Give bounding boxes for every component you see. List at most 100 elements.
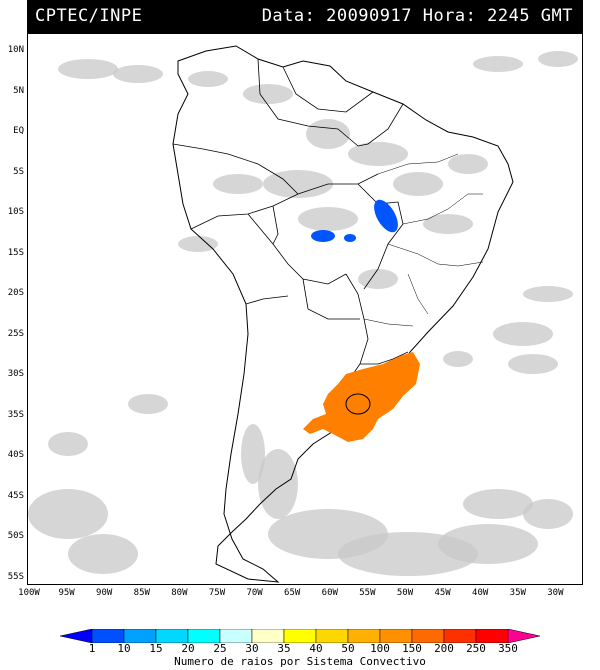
- cloud-patch: [523, 499, 573, 529]
- lon-label: 95W: [58, 588, 75, 598]
- legend-label: 30: [245, 642, 259, 655]
- cloud-patch: [243, 84, 293, 104]
- map-canvas: [28, 45, 578, 583]
- legend-swatch: [411, 628, 445, 644]
- lon-label: 55W: [359, 588, 376, 598]
- header-bar: CPTEC/INPE Data: 20090917 Hora: 2245 GMT: [27, 0, 583, 33]
- legend-label: 40: [309, 642, 323, 655]
- cloud-patch: [28, 489, 108, 539]
- legend-label: 200: [434, 642, 454, 655]
- legend-swatch: [187, 628, 221, 644]
- lat-label: 10S: [7, 207, 24, 217]
- lon-label: 60W: [321, 588, 338, 598]
- lon-label: 45W: [434, 588, 451, 598]
- lon-label: 65W: [284, 588, 301, 598]
- cloud-cover: [28, 51, 578, 576]
- lat-label: 15S: [7, 247, 24, 258]
- lon-label: 75W: [208, 588, 226, 598]
- lon-label: 50W: [396, 588, 414, 598]
- lat-label: 35S: [7, 409, 24, 420]
- cloud-patch: [58, 59, 118, 79]
- cloud-patch: [298, 207, 358, 231]
- legend-label: 250: [466, 642, 486, 655]
- lat-label: 5S: [13, 166, 24, 177]
- storm-low-activity: [374, 199, 398, 233]
- cloud-patch: [538, 51, 578, 67]
- legend-label: 15: [149, 642, 163, 655]
- legend-colorbar: [59, 628, 541, 644]
- cloud-patch: [241, 424, 265, 484]
- legend-label: 10: [117, 642, 131, 655]
- legend-label: 20: [181, 642, 195, 655]
- lat-label: 50S: [7, 531, 24, 541]
- legend-swatch: [507, 628, 541, 644]
- legend-swatch: [475, 628, 509, 644]
- date-time-stamp: Data: 20090917 Hora: 2245 GMT: [261, 6, 573, 26]
- cloud-patch: [523, 286, 573, 302]
- legend-swatch: [251, 628, 285, 644]
- legend-title: Numero de raios por Sistema Convectivo: [174, 655, 426, 668]
- lat-label: 20S: [7, 288, 24, 298]
- lat-label: 30S: [7, 369, 24, 379]
- lon-label: 100W: [18, 588, 40, 598]
- map-frame: [27, 33, 583, 585]
- storm-high-activity: [303, 352, 420, 442]
- country-borders: [172, 58, 409, 400]
- legend-swatch: [59, 628, 93, 644]
- lon-label: 40W: [472, 588, 489, 598]
- cloud-patch: [463, 489, 533, 519]
- legend-swatch: [347, 628, 381, 644]
- cloud-patch: [48, 432, 88, 456]
- lat-label: 45S: [7, 490, 24, 501]
- legend-swatch: [379, 628, 413, 644]
- cloud-patch: [443, 351, 473, 367]
- legend-label: 50: [341, 642, 355, 655]
- legend-swatch: [219, 628, 253, 644]
- cloud-patch: [508, 354, 558, 374]
- legend-swatch: [155, 628, 189, 644]
- lon-label: 90W: [96, 588, 113, 598]
- legend-label: 350: [498, 642, 518, 655]
- lon-label: 85W: [133, 588, 150, 598]
- legend-swatch: [443, 628, 477, 644]
- cloud-patch: [258, 449, 298, 519]
- legend-swatch: [91, 628, 125, 644]
- legend-labels: 1 10 15 20 25 30 35 40 50 100 150 200 250 350: [60, 642, 540, 655]
- lat-label: 55S: [7, 571, 24, 582]
- lake-mirim: [345, 393, 371, 415]
- lon-label: 30W: [547, 588, 564, 598]
- cloud-patch: [493, 322, 553, 346]
- cloud-patch: [263, 170, 333, 198]
- lon-label: 80W: [171, 588, 188, 598]
- legend-label: 100: [370, 642, 390, 655]
- lat-label: 5N: [13, 85, 24, 96]
- lat-label: 25S: [7, 328, 24, 339]
- org-name: CPTEC/INPE: [35, 6, 143, 26]
- cloud-patch: [358, 269, 398, 289]
- legend-swatch: [315, 628, 349, 644]
- lat-label: 10N: [7, 45, 24, 55]
- cloud-patch: [128, 394, 168, 414]
- cloud-patch: [68, 534, 138, 574]
- south-america-coastline: [172, 45, 514, 583]
- cloud-patch: [438, 524, 538, 564]
- cloud-patch: [393, 172, 443, 196]
- lon-label: 35W: [509, 588, 526, 598]
- legend-swatch: [123, 628, 157, 644]
- cloud-patch: [348, 142, 408, 166]
- lightning-legend: 1 10 15 20 25 30 35 40 50 100 150 200 250 350 Numero …: [59, 628, 541, 668]
- cloud-patch: [113, 65, 163, 83]
- storm-low-activity: [344, 234, 356, 242]
- storm-low-activity: [311, 230, 335, 242]
- state-borders: [363, 153, 484, 327]
- lat-label: 40S: [7, 450, 24, 460]
- legend-swatch: [283, 628, 317, 644]
- legend-label: 1: [88, 642, 96, 655]
- cloud-patch: [473, 56, 523, 72]
- cloud-patch: [213, 174, 263, 194]
- legend-label: 25: [213, 642, 227, 655]
- legend-label: 150: [402, 642, 422, 655]
- cloud-patch: [448, 154, 488, 174]
- convective-systems: [303, 199, 420, 442]
- cloud-patch: [178, 236, 218, 252]
